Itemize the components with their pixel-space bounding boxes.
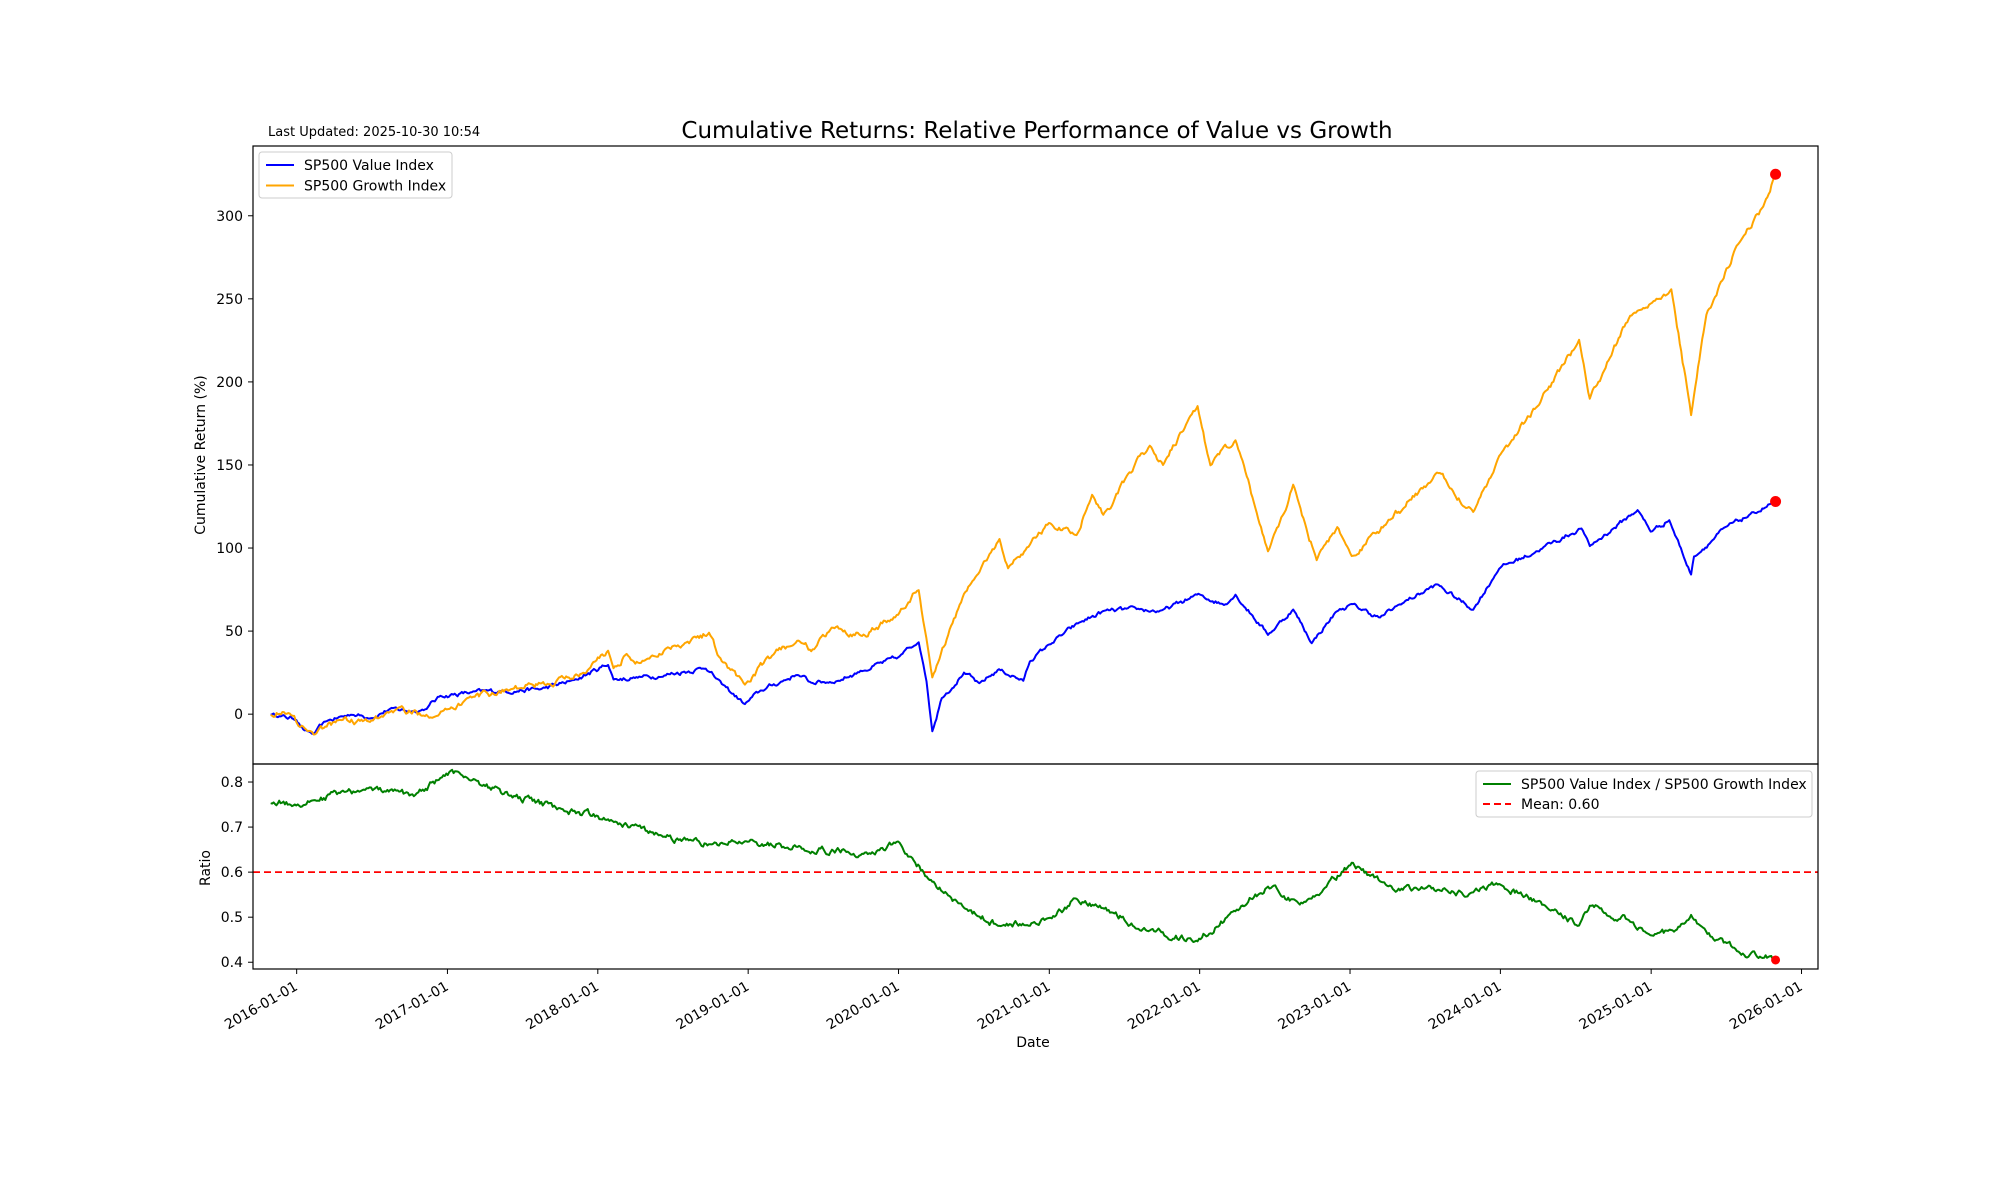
bottom-legend: SP500 Value Index / SP500 Growth Index Me… [1475,770,1813,818]
legend-label-value-index: SP500 Value Index [304,158,434,174]
legend-label-ratio: SP500 Value Index / SP500 Growth Index [1521,777,1807,793]
series-line-value-index [270,500,1776,735]
x-tick-label: 2018-01-01 [523,979,601,1034]
last-updated-note: Last Updated: 2025-10-30 10:54 [268,125,480,140]
top-y-axis-label: Cumulative Return (%) [193,375,209,535]
top-y-tick-label: 100 [216,541,243,557]
chart-title: Cumulative Returns: Relative Performance… [681,118,1392,144]
series-line-ratio [270,768,1777,961]
top-y-tick-label: 150 [216,458,243,474]
top-y-tick-label: 300 [216,209,243,225]
x-tick-label: 2022-01-01 [1125,979,1203,1034]
latest-point-marker-growth [1770,168,1782,180]
top-y-tick-label: 200 [216,375,243,391]
x-tick-label: 2021-01-01 [975,979,1053,1034]
top-plot-frame [252,145,1819,765]
bottom-y-tick-label: 0.8 [221,775,243,791]
x-tick-label: 2016-01-01 [222,979,300,1034]
bottom-y-tick-label: 0.6 [221,865,243,881]
x-tick-label: 2026-01-01 [1727,979,1805,1034]
series-line-growth-index [270,173,1777,736]
legend-label-mean: Mean: 0.60 [1521,797,1599,813]
x-axis-label: Date [1016,1035,1049,1051]
legend-label-growth-index: SP500 Growth Index [304,179,446,195]
latest-point-marker-value [1770,496,1782,508]
x-tick-label: 2025-01-01 [1577,979,1655,1034]
bottom-plot-frame [252,763,1819,970]
top-legend: SP500 Value Index SP500 Growth Index [258,151,453,199]
bottom-y-tick-label: 0.4 [221,955,243,971]
top-y-tick-label: 0 [234,707,243,723]
x-tick-label: 2023-01-01 [1276,979,1354,1034]
top-y-tick-label: 250 [216,292,243,308]
bottom-y-tick-label: 0.5 [221,910,243,926]
x-tick-label: 2019-01-01 [674,979,752,1034]
bottom-y-axis-label: Ratio [198,850,214,886]
x-tick-label: 2017-01-01 [373,979,451,1034]
x-tick-label: 2024-01-01 [1426,979,1504,1034]
bottom-panel: Ratio Date 0.4 0.5 0.6 0.7 0.8 2016-01-01 2017… [198,763,1819,1051]
x-tick-label: 2020-01-01 [824,979,902,1034]
top-panel: Cumulative Return (%) 0 50 100 150 200 250 300… [193,145,1819,765]
bottom-legend-box [1475,770,1813,818]
top-legend-box [258,151,453,199]
top-y-tick-label: 50 [225,624,243,640]
latest-point-marker-ratio [1771,955,1781,965]
bottom-y-tick-label: 0.7 [221,820,243,836]
